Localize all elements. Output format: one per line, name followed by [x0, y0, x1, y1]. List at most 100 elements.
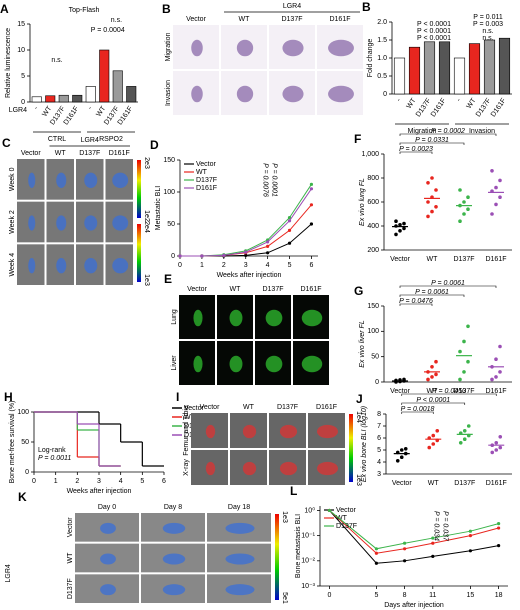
point	[394, 232, 398, 237]
annotation: n.s.	[482, 35, 493, 42]
marker	[431, 536, 435, 540]
y-tick-label: 10	[17, 47, 25, 54]
image-signal	[301, 309, 323, 327]
point	[498, 178, 502, 183]
point	[430, 209, 434, 214]
y-axis-label: Bone met-free survival (%)	[9, 401, 16, 484]
y-tick-label: 4	[377, 459, 381, 466]
point	[462, 429, 467, 433]
y-tick-label: 400	[367, 223, 379, 230]
panel-letter: J	[356, 392, 363, 406]
annotation: P = 0.0011	[38, 455, 71, 462]
image-signal	[162, 553, 186, 565]
y-tick-label: 50	[167, 221, 175, 228]
x-tick-label: 6	[309, 262, 313, 269]
legend-label: D137F	[336, 523, 357, 530]
point	[494, 375, 498, 379]
point	[498, 435, 503, 439]
x-tick-label: D137F	[453, 388, 474, 395]
bracket	[401, 411, 434, 414]
y-axis-label: Ex vivo lung FL	[359, 178, 366, 226]
point	[494, 448, 499, 452]
marker	[287, 216, 292, 220]
x-tick-label: 5	[288, 262, 292, 269]
annotation: P < 0.0001	[417, 35, 451, 42]
point	[402, 226, 406, 231]
image-signal	[112, 215, 129, 231]
annotation: n.s.	[51, 57, 62, 64]
point	[435, 438, 440, 443]
y-tick-label: 10⁻²	[301, 558, 315, 565]
annotation: P = 0.0476	[399, 298, 433, 305]
x-tick-label: 2	[222, 262, 226, 269]
bar	[453, 57, 466, 95]
panel-letter: E	[164, 272, 172, 286]
bar	[99, 49, 110, 103]
y-tick-label: 5	[377, 447, 381, 454]
y-tick-label: 5	[21, 73, 25, 80]
x-tick-label: 3	[97, 478, 101, 485]
image-signal	[100, 522, 116, 534]
x-tick-label: 8	[403, 592, 407, 599]
scale-label: 1e3	[355, 474, 362, 486]
point	[498, 195, 502, 199]
x-tick-label: 15	[467, 592, 475, 599]
scale-label: 5e1	[281, 592, 288, 604]
image-signal	[328, 85, 354, 103]
marker	[431, 554, 435, 558]
x-tick-label: Vector	[390, 388, 411, 395]
point	[426, 370, 430, 374]
image-header: LGR4	[5, 564, 12, 582]
point	[434, 188, 438, 192]
scale-label: 1e2	[143, 210, 150, 222]
point	[494, 357, 498, 362]
image-signal	[100, 584, 116, 596]
x-tick-label: -	[456, 97, 463, 103]
column-label: D137F	[79, 150, 100, 157]
point	[466, 324, 470, 329]
row-label: Migration	[165, 33, 172, 62]
y-tick-label: 0	[171, 253, 175, 260]
point	[431, 442, 436, 446]
y-tick-label: 8	[377, 411, 381, 418]
y-tick-label: 7	[377, 423, 381, 430]
y-tick-label: 10⁻¹	[301, 532, 315, 539]
point	[426, 200, 430, 204]
marker	[327, 508, 331, 513]
bracket	[399, 151, 433, 154]
point	[403, 447, 408, 451]
point	[402, 221, 406, 226]
image-signal	[112, 172, 129, 189]
y-tick-label: 0	[375, 379, 379, 386]
point	[427, 436, 432, 440]
y-tick-label: 0	[25, 469, 29, 476]
image-signal	[56, 172, 67, 189]
marker	[266, 244, 270, 248]
annotation: P = 0.011	[473, 14, 503, 21]
marker	[178, 254, 182, 258]
y-tick-label: 150	[367, 303, 379, 310]
y-tick-label: 150	[163, 157, 175, 164]
point	[426, 181, 430, 185]
x-tick-label: WT	[95, 105, 107, 119]
x-tick-label: D161F	[485, 388, 506, 395]
image-signal	[316, 424, 339, 439]
marker	[287, 228, 292, 232]
bar	[468, 43, 481, 95]
scale-label: 1e4	[355, 411, 362, 423]
bar	[408, 46, 421, 95]
point	[394, 219, 398, 223]
panel-letter: A	[0, 2, 9, 16]
image-signal	[265, 355, 283, 373]
annotation: P < 0.0001	[416, 397, 450, 404]
bar	[85, 86, 96, 103]
x-tick-label: WT	[41, 105, 53, 119]
x-tick-label: 4	[266, 262, 270, 269]
panel-letter: D	[150, 138, 159, 152]
marker	[309, 222, 314, 226]
x-tick-label: 5	[140, 478, 144, 485]
bracket	[399, 294, 465, 297]
annotation: P < 0.0001	[417, 21, 451, 28]
y-tick-label: 2.0	[377, 19, 387, 26]
